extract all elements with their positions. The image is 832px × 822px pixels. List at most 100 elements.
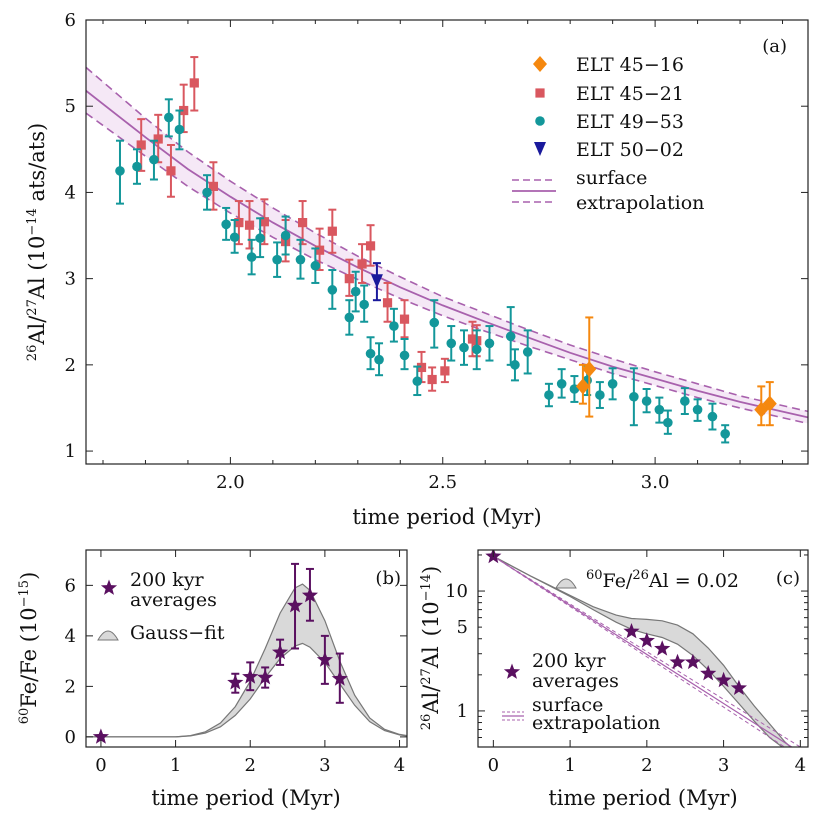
data-point-elt-45-21-14 xyxy=(357,259,367,269)
data-point-elt-49-53-10 xyxy=(272,254,282,265)
legend-marker-shape-elt-45-16 xyxy=(533,56,547,72)
data-point-elt-49-53-37 xyxy=(629,391,639,402)
data-point-elt-49-53-0 xyxy=(115,166,125,176)
panel-b-ylabel-el: Fe/Fe (10 xyxy=(17,607,41,707)
legend-ratio-iso2: 26 xyxy=(632,568,649,583)
panel-c-ylabel-close: ) xyxy=(419,566,443,574)
legend-star-shape xyxy=(503,663,521,679)
data-point-elt-45-16-1 xyxy=(582,361,597,378)
data-point-elt-49-53-17 xyxy=(359,299,369,310)
panel-a-label: (a) xyxy=(762,36,787,57)
panel-a-x-axis-label: time period (Myr) xyxy=(352,505,541,529)
legend-marker-elt-49-53 xyxy=(535,116,545,126)
data-point-elt-45-21-5 xyxy=(208,181,219,191)
panel-a-x-tick-label-2.5: 2.5 xyxy=(428,472,457,493)
panel-a-y-tick-label-3: 3 xyxy=(65,269,76,290)
legend-label-200-kyr: 200 kyr xyxy=(532,650,607,672)
data-point-elt-45-21-15 xyxy=(365,241,376,251)
data-point-c-4 xyxy=(669,653,686,670)
panel-c-y-tick-label-5: 5 xyxy=(457,617,468,638)
data-point-elt-45-16-0 xyxy=(575,378,590,395)
legend-star-icon xyxy=(100,579,118,595)
panel-a-y-axis-label: 26Al/27Al (10−14 ats/ats) xyxy=(25,123,49,361)
legend-ratio-el1: Fe/ xyxy=(603,570,633,592)
data-point-elt-49-53-7 xyxy=(229,232,240,243)
panel-b-y-tick-label-0: 0 xyxy=(65,727,76,748)
panel-a-x-tick-label-2.0: 2.0 xyxy=(216,472,245,493)
data-point-elt-45-21-11 xyxy=(314,245,325,255)
data-point-elt-49-53-9 xyxy=(255,233,265,243)
data-point-elt-49-53-28 xyxy=(505,331,516,342)
panel-a-ylabel-el-den: Al (10 xyxy=(25,236,49,300)
panel-a: 2.0 2.5 3.0 1 2 3 4 5 6 (a) time period (Myr) 26… xyxy=(25,10,809,529)
panel-b-plot-area xyxy=(86,562,407,744)
data-point-elt-49-53-4 xyxy=(174,124,185,135)
panel-b-y-axis-label: 60Fe/Fe (10−15) xyxy=(17,572,41,725)
panel-b-x-tick-label-1: 1 xyxy=(170,755,181,776)
legend-label-surface: surface xyxy=(532,694,603,716)
panel-a-y-tick-label-4: 4 xyxy=(65,182,76,203)
data-point-elt-49-53-8 xyxy=(246,252,257,262)
panel-c-x-tick-label-3: 3 xyxy=(718,755,729,776)
panel-b-y-tick-label-6: 6 xyxy=(65,575,76,596)
data-point-elt-49-53-25 xyxy=(459,342,469,353)
data-point-elt-49-53-44 xyxy=(720,429,730,439)
panel-b-frame xyxy=(85,549,408,748)
panel-b-y-tick-label-4: 4 xyxy=(65,626,76,647)
data-point-elt-49-53-19 xyxy=(374,354,384,365)
data-point-b-1 xyxy=(227,674,244,690)
panel-b-x-tick-label-3: 3 xyxy=(319,755,330,776)
data-point-c-6 xyxy=(700,665,717,681)
panel-b-ylabel-iso: 60 xyxy=(17,708,32,725)
panel-c-x-tick-label-2: 2 xyxy=(641,755,652,776)
panel-a-plot-area xyxy=(86,56,808,444)
c-extrapolation-upper xyxy=(493,555,801,747)
data-point-elt-49-53-26 xyxy=(471,344,482,355)
panel-b-ylabel-close: ) xyxy=(17,572,41,580)
data-point-elt-49-53-36 xyxy=(607,379,618,389)
legend-ratio-el2: Al = 0.02 xyxy=(648,570,739,592)
panel-a-ylabel-iso-num: 26 xyxy=(25,345,40,362)
panel-b-x-tick-label-4: 4 xyxy=(394,755,405,776)
data-point-elt-45-21-6 xyxy=(234,218,244,228)
panel-b-legend: 200 kyr averages Gauss−fit xyxy=(97,569,225,644)
data-point-elt-45-21-13 xyxy=(344,274,354,284)
legend-label-ratio: 60Fe/26Al = 0.02 xyxy=(586,568,739,592)
legend-label-elt-45-16: ELT 45−16 xyxy=(576,54,684,76)
data-point-elt-49-53-2 xyxy=(149,154,159,165)
data-point-b-3 xyxy=(257,669,274,685)
data-point-elt-45-21-20 xyxy=(440,366,450,376)
data-point-elt-49-53-16 xyxy=(350,286,361,297)
panel-c-y-tick-label-1: 1 xyxy=(457,701,468,722)
data-point-elt-45-21-18 xyxy=(416,362,427,373)
panel-b: 0 1 2 3 4 0 2 4 6 (b) time period (Myr) 60Fe/Fe … xyxy=(17,549,408,810)
data-point-elt-45-21-4 xyxy=(189,78,199,88)
legend-marker-elt-45-16 xyxy=(533,56,547,72)
legend-ratio-iso1: 60 xyxy=(586,568,603,583)
data-point-elt-49-53-29 xyxy=(510,360,520,370)
data-point-elt-45-21-3 xyxy=(179,105,189,116)
panel-a-y-tick-label-5: 5 xyxy=(65,96,76,117)
panel-c-frame xyxy=(477,549,809,748)
data-point-c-7 xyxy=(715,671,732,688)
data-point-elt-45-21-7 xyxy=(244,220,255,230)
panel-a-x-tick-label-3.0: 3.0 xyxy=(641,472,670,493)
data-point-elt-45-21-8 xyxy=(259,217,269,227)
data-point-elt-49-53-24 xyxy=(446,338,457,349)
data-point-c-1 xyxy=(623,623,640,639)
data-point-b-6 xyxy=(301,587,318,603)
data-point-elt-45-21-17 xyxy=(399,314,410,324)
data-point-elt-49-53-27 xyxy=(484,338,495,349)
panel-c-ylabel-el-num: Al/ xyxy=(419,684,443,715)
data-point-elt-49-53-15 xyxy=(344,312,355,323)
legend-label-extrapolation: extrapolation xyxy=(532,712,660,734)
data-point-elt-49-53-20 xyxy=(389,321,399,331)
panel-c-x-tick-label-4: 4 xyxy=(795,755,806,776)
panel-c-ylabel-iso-den: 27 xyxy=(419,668,434,685)
legend-star-shape xyxy=(100,579,118,595)
data-point-b-4 xyxy=(272,643,289,660)
panel-b-x-tick-label-0: 0 xyxy=(95,755,106,776)
panel-c-y-axis-label: 26Al/27Al (10−14) xyxy=(419,566,443,731)
panel-a-ylabel-el-num: Al/ xyxy=(25,315,49,346)
